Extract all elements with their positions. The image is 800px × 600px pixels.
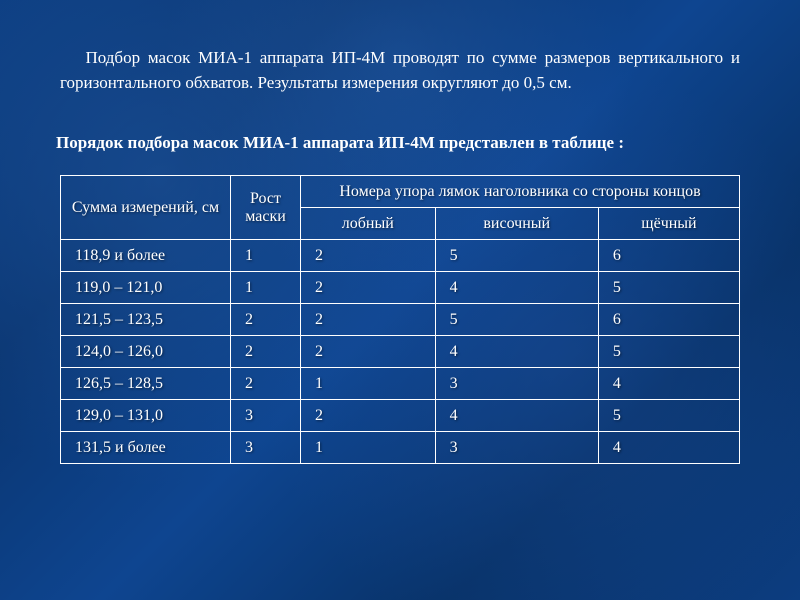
cell-a: 2 [301,400,436,432]
cell-b: 3 [435,368,598,400]
table-row: 119,0 – 121,0 1 2 4 5 [61,272,740,304]
cell-c: 4 [598,432,739,464]
mask-sizing-table: Сумма измерений, см Рост маски Номера уп… [60,175,740,464]
cell-sum: 124,0 – 126,0 [61,336,231,368]
table-row: 121,5 – 123,5 2 2 5 6 [61,304,740,336]
cell-c: 5 [598,400,739,432]
cell-b: 4 [435,400,598,432]
cell-c: 6 [598,240,739,272]
cell-b: 5 [435,240,598,272]
cell-a: 2 [301,272,436,304]
cell-b: 5 [435,304,598,336]
cell-b: 4 [435,336,598,368]
cell-rost: 3 [231,432,301,464]
intro-paragraph: Подбор масок МИА-1 аппарата ИП-4М провод… [60,46,740,95]
cell-sum: 126,5 – 128,5 [61,368,231,400]
cell-rost: 2 [231,368,301,400]
cell-c: 4 [598,368,739,400]
cell-sum: 131,5 и более [61,432,231,464]
col-header-sum: Сумма измерений, см [61,176,231,240]
cell-rost: 2 [231,304,301,336]
cell-c: 5 [598,336,739,368]
table-row: 131,5 и более 3 1 3 4 [61,432,740,464]
table-row: 118,9 и более 1 2 5 6 [61,240,740,272]
col-subheader-cheek: щёчный [598,208,739,240]
cell-b: 4 [435,272,598,304]
cell-a: 2 [301,336,436,368]
col-subheader-frontal: лобный [301,208,436,240]
cell-sum: 121,5 – 123,5 [61,304,231,336]
table-body: 118,9 и более 1 2 5 6 119,0 – 121,0 1 2 … [61,240,740,464]
cell-rost: 3 [231,400,301,432]
cell-a: 2 [301,240,436,272]
cell-sum: 119,0 – 121,0 [61,272,231,304]
cell-rost: 1 [231,240,301,272]
cell-b: 3 [435,432,598,464]
table-row: 126,5 – 128,5 2 1 3 4 [61,368,740,400]
cell-a: 1 [301,432,436,464]
cell-a: 1 [301,368,436,400]
cell-c: 5 [598,272,739,304]
cell-sum: 118,9 и более [61,240,231,272]
col-subheader-temporal: височный [435,208,598,240]
col-header-rost: Рост маски [231,176,301,240]
col-header-strap-group: Номера упора лямок наголовника со сторон… [301,176,740,208]
cell-rost: 2 [231,336,301,368]
table-row: 129,0 – 131,0 3 2 4 5 [61,400,740,432]
cell-a: 2 [301,304,436,336]
cell-sum: 129,0 – 131,0 [61,400,231,432]
cell-rost: 1 [231,272,301,304]
cell-c: 6 [598,304,739,336]
table-row: 124,0 – 126,0 2 2 4 5 [61,336,740,368]
table-caption: Порядок подбора масок МИА-1 аппарата ИП-… [56,133,740,153]
